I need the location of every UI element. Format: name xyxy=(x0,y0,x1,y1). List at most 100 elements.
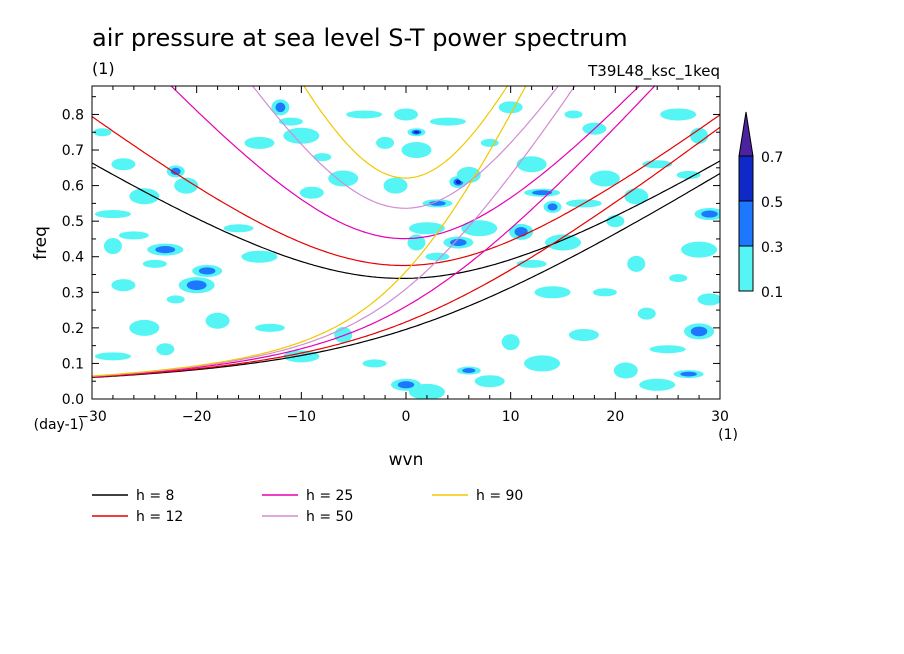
legend-label: h = 12 xyxy=(136,509,183,525)
contour-patch xyxy=(660,108,697,121)
contour-patch xyxy=(254,323,285,332)
contour-patch xyxy=(93,128,112,137)
colorbar: 0.7 0.5 0.3 0.1 xyxy=(738,111,783,301)
contour-patch xyxy=(111,158,136,171)
x-unit-label: (1) xyxy=(718,427,738,443)
contour-patch xyxy=(690,127,709,144)
contour-patch-core xyxy=(155,246,176,254)
legend-label: h = 50 xyxy=(306,509,353,525)
contour-patch-core xyxy=(532,190,552,196)
x-tick-label: −20 xyxy=(182,409,212,425)
contour-patch xyxy=(103,238,122,255)
contour-patch xyxy=(545,234,581,251)
contour-patch xyxy=(299,186,324,199)
contour-patch xyxy=(174,177,199,194)
x-tick-label: 30 xyxy=(711,409,729,425)
contour-patch xyxy=(516,156,547,173)
contour-patch-core xyxy=(690,326,708,337)
curve-mrg-h12 xyxy=(92,126,720,378)
contour-patch xyxy=(649,345,686,354)
contour-patch-core xyxy=(186,280,207,290)
contour-patch xyxy=(681,241,718,258)
chart-title: air pressure at sea level S-T power spec… xyxy=(92,24,628,52)
x-tick-label: 0 xyxy=(402,409,411,425)
curve-mrg-h8 xyxy=(92,172,720,379)
experiment-label: T39L48_ksc_1keq xyxy=(587,62,720,81)
contour-patch xyxy=(498,101,523,114)
contour-patch xyxy=(376,136,395,149)
contour-patch xyxy=(669,274,688,283)
contour-patch xyxy=(129,188,160,205)
colorbar-swatch xyxy=(738,245,754,292)
contour-patch xyxy=(205,312,230,329)
curve-ig-h8 xyxy=(92,160,720,279)
curve-ig-h90 xyxy=(303,86,509,179)
colorbar-label: 0.1 xyxy=(761,285,783,301)
dispersion-curves xyxy=(92,86,720,379)
contour-patch xyxy=(156,343,175,356)
contour-patch xyxy=(676,170,701,179)
contour-patch xyxy=(639,378,676,391)
y-tick-label: 0.2 xyxy=(62,321,84,337)
contour-patch-core xyxy=(198,267,216,275)
colorbar-label: 0.3 xyxy=(761,240,783,256)
contour-patch xyxy=(474,375,505,388)
contour-patch-peak xyxy=(455,179,462,185)
contour-patch-core xyxy=(680,371,697,377)
x-axis-label: wvn xyxy=(389,450,424,470)
units-label: (1) xyxy=(92,59,115,78)
colorbar-triangle xyxy=(738,111,754,157)
contour-patch xyxy=(346,110,383,119)
contour-patches xyxy=(93,99,720,399)
contour-patch-peak xyxy=(413,130,420,134)
legend-label: h = 25 xyxy=(306,488,353,504)
contour-patch xyxy=(142,259,167,268)
contour-patch xyxy=(283,127,320,144)
contour-patch-core xyxy=(275,102,286,113)
contour-patch-core xyxy=(462,368,476,373)
contour-patch xyxy=(94,210,131,219)
contour-patch xyxy=(697,293,720,306)
contour-patch xyxy=(637,307,656,320)
y-tick-label: 0.8 xyxy=(62,107,84,123)
contour-patch xyxy=(627,255,646,272)
contour-patch xyxy=(166,295,185,304)
colorbar-label: 0.5 xyxy=(761,195,783,211)
contour-patch xyxy=(425,252,450,261)
x-tick-label: 20 xyxy=(606,409,624,425)
contour-patch xyxy=(589,170,620,187)
contour-patch xyxy=(244,136,275,149)
x-tick-label: −30 xyxy=(77,409,107,425)
legend-label: h = 90 xyxy=(476,488,523,504)
x-tick-label: 10 xyxy=(502,409,520,425)
contour-patch xyxy=(534,286,571,299)
colorbar-label: 0.7 xyxy=(761,150,783,166)
legend-label: h = 8 xyxy=(136,488,174,504)
contour-patch xyxy=(480,138,499,147)
y-axis-label: freq xyxy=(31,226,51,260)
contour-patch xyxy=(223,224,254,233)
contour-patch xyxy=(111,279,136,292)
contour-patch-core xyxy=(701,210,718,218)
y-tick-label: 0.3 xyxy=(62,285,84,301)
curve-mrg-h50 xyxy=(92,86,576,377)
contour-patch xyxy=(592,288,617,297)
contour-patch-core xyxy=(397,381,415,389)
contour-patch-core xyxy=(429,200,446,206)
colorbar-swatch xyxy=(738,200,754,247)
y-axis: 0.0 0.1 0.2 0.3 0.4 0.5 0.6 0.7 0.8 xyxy=(62,96,720,408)
contour-patch xyxy=(94,352,131,361)
y-tick-label: 0.4 xyxy=(62,250,84,266)
curve-ig-h50 xyxy=(251,86,560,209)
y-tick-label: 0.5 xyxy=(62,214,84,230)
contour-patch xyxy=(501,334,520,351)
contour-patch xyxy=(568,328,599,341)
contour-patch xyxy=(383,177,408,194)
contour-patch xyxy=(313,153,332,162)
contour-patch xyxy=(129,319,160,336)
contour-patch xyxy=(362,359,387,368)
plot-frame xyxy=(91,85,721,400)
contour-patch-core xyxy=(170,167,181,175)
legend: h = 8 h = 12 h = 25 h = 50 h = 90 xyxy=(92,488,523,525)
